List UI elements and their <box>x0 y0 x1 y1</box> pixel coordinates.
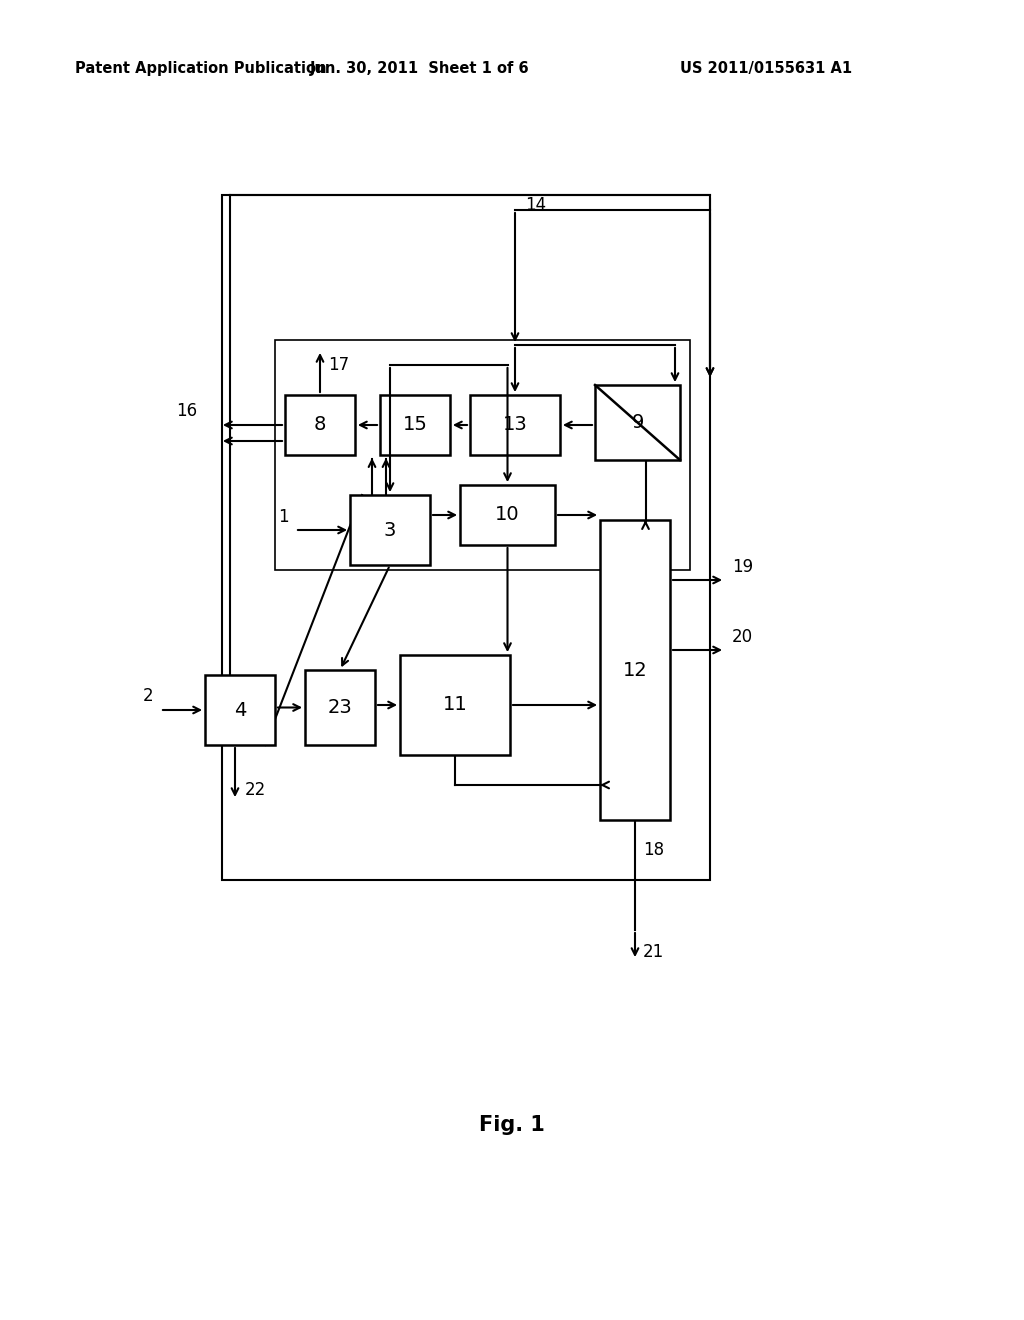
Text: 15: 15 <box>402 416 427 434</box>
Text: 4: 4 <box>233 701 246 719</box>
Text: 10: 10 <box>496 506 520 524</box>
Text: 22: 22 <box>245 781 266 799</box>
Text: 9: 9 <box>632 413 644 432</box>
Text: 14: 14 <box>525 195 546 214</box>
Text: 21: 21 <box>643 942 665 961</box>
Text: 19: 19 <box>732 558 753 576</box>
Text: 16: 16 <box>176 403 198 420</box>
Text: 12: 12 <box>623 660 647 680</box>
Bar <box>600 520 670 820</box>
Text: 23: 23 <box>328 698 352 717</box>
Bar <box>380 395 450 455</box>
Bar <box>305 671 375 744</box>
Text: 8: 8 <box>313 416 327 434</box>
Text: Jun. 30, 2011  Sheet 1 of 6: Jun. 30, 2011 Sheet 1 of 6 <box>310 61 529 75</box>
Text: 3: 3 <box>384 520 396 540</box>
Text: 11: 11 <box>442 696 467 714</box>
Bar <box>470 395 560 455</box>
Text: Patent Application Publication: Patent Application Publication <box>75 61 327 75</box>
Bar <box>222 195 710 880</box>
Text: Fig. 1: Fig. 1 <box>479 1115 545 1135</box>
Bar <box>205 675 275 744</box>
Bar <box>595 385 680 459</box>
Text: 1: 1 <box>278 508 289 525</box>
Text: 17: 17 <box>328 356 349 374</box>
Bar <box>460 484 555 545</box>
Bar <box>285 395 355 455</box>
Bar <box>350 495 430 565</box>
Text: 18: 18 <box>643 841 665 859</box>
Text: US 2011/0155631 A1: US 2011/0155631 A1 <box>680 61 852 75</box>
Bar <box>275 341 690 570</box>
Bar <box>400 655 510 755</box>
Text: 20: 20 <box>732 628 753 645</box>
Text: 13: 13 <box>503 416 527 434</box>
Text: 2: 2 <box>142 686 154 705</box>
